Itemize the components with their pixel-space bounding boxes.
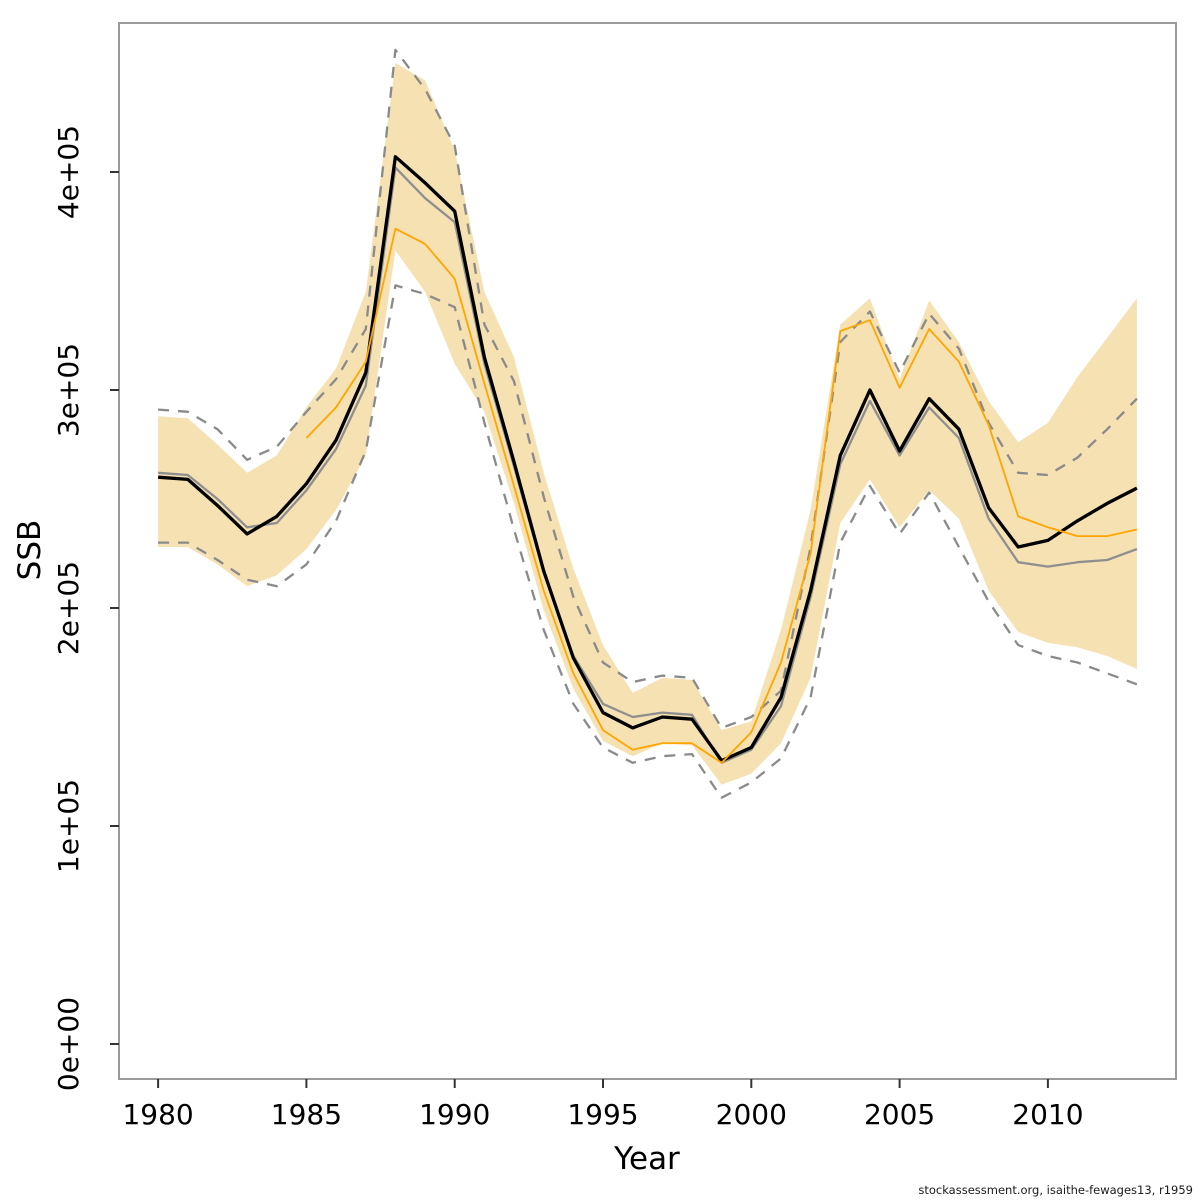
y-tick-label: 1e+05: [52, 779, 85, 873]
x-tick-label: 1990: [419, 1098, 490, 1131]
axis-ticks: 1980 1985 1990 1995 2000 2005 2010 0e+00 1e+05 2e…: [52, 125, 1084, 1131]
y-tick-label: 0e+00: [52, 997, 85, 1091]
plot-box: [118, 22, 1177, 1080]
confidence-band: [158, 63, 1137, 785]
x-tick-label: 1995: [567, 1098, 638, 1131]
alternative-run-line: [305, 227, 1138, 764]
y-tick-label: 2e+05: [52, 561, 85, 655]
plot-layers: [157, 48, 1138, 799]
y-tick-label: 4e+05: [52, 125, 85, 219]
x-tick-label: 2000: [716, 1098, 787, 1131]
y-tick-label: 3e+05: [52, 343, 85, 437]
lower-ci-dashed: [158, 284, 1138, 799]
current-assessment-line: [157, 155, 1138, 763]
x-tick-label: 1980: [122, 1098, 193, 1131]
x-tick-label: 2005: [864, 1098, 935, 1131]
previous-assessment-line: [158, 166, 1138, 764]
x-tick-label: 1985: [271, 1098, 342, 1131]
footer-attribution: stockassessment.org, isaithe-fewages13, …: [918, 1183, 1193, 1197]
y-axis-label: SSB: [12, 520, 48, 581]
x-tick-label: 2010: [1012, 1098, 1083, 1131]
upper-ci-dashed: [158, 48, 1138, 730]
x-axis-label: Year: [613, 1141, 680, 1177]
